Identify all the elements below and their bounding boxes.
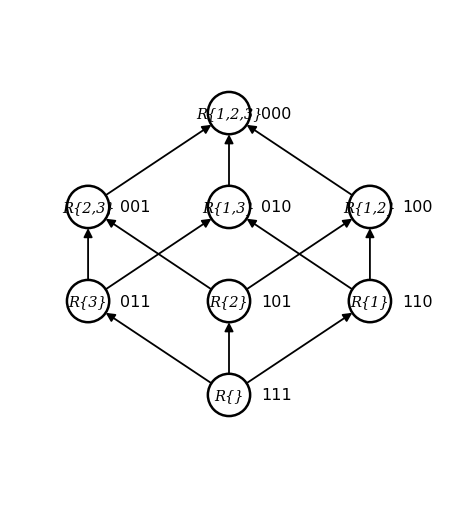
Circle shape — [67, 186, 109, 229]
Circle shape — [208, 93, 250, 135]
Text: 011: 011 — [120, 294, 151, 309]
Circle shape — [67, 280, 109, 323]
Text: 111: 111 — [262, 388, 292, 403]
Text: R{2,3}: R{2,3} — [62, 201, 114, 214]
Text: R{1}: R{1} — [350, 295, 389, 308]
Circle shape — [349, 186, 391, 229]
Circle shape — [208, 186, 250, 229]
Text: 001: 001 — [120, 200, 151, 215]
Circle shape — [208, 374, 250, 416]
Text: R{1,2}: R{1,2} — [344, 201, 396, 214]
Circle shape — [349, 280, 391, 323]
Text: R{3}: R{3} — [69, 295, 108, 308]
Text: 101: 101 — [262, 294, 292, 309]
Text: 000: 000 — [262, 106, 292, 121]
Text: 100: 100 — [402, 200, 433, 215]
Circle shape — [208, 280, 250, 323]
Text: R{2}: R{2} — [210, 295, 248, 308]
Text: R{1,2,3}: R{1,2,3} — [196, 107, 262, 121]
Text: 110: 110 — [402, 294, 433, 309]
Text: R{1,3}: R{1,3} — [203, 201, 255, 214]
Text: R{}: R{} — [214, 388, 244, 402]
Text: 010: 010 — [262, 200, 292, 215]
